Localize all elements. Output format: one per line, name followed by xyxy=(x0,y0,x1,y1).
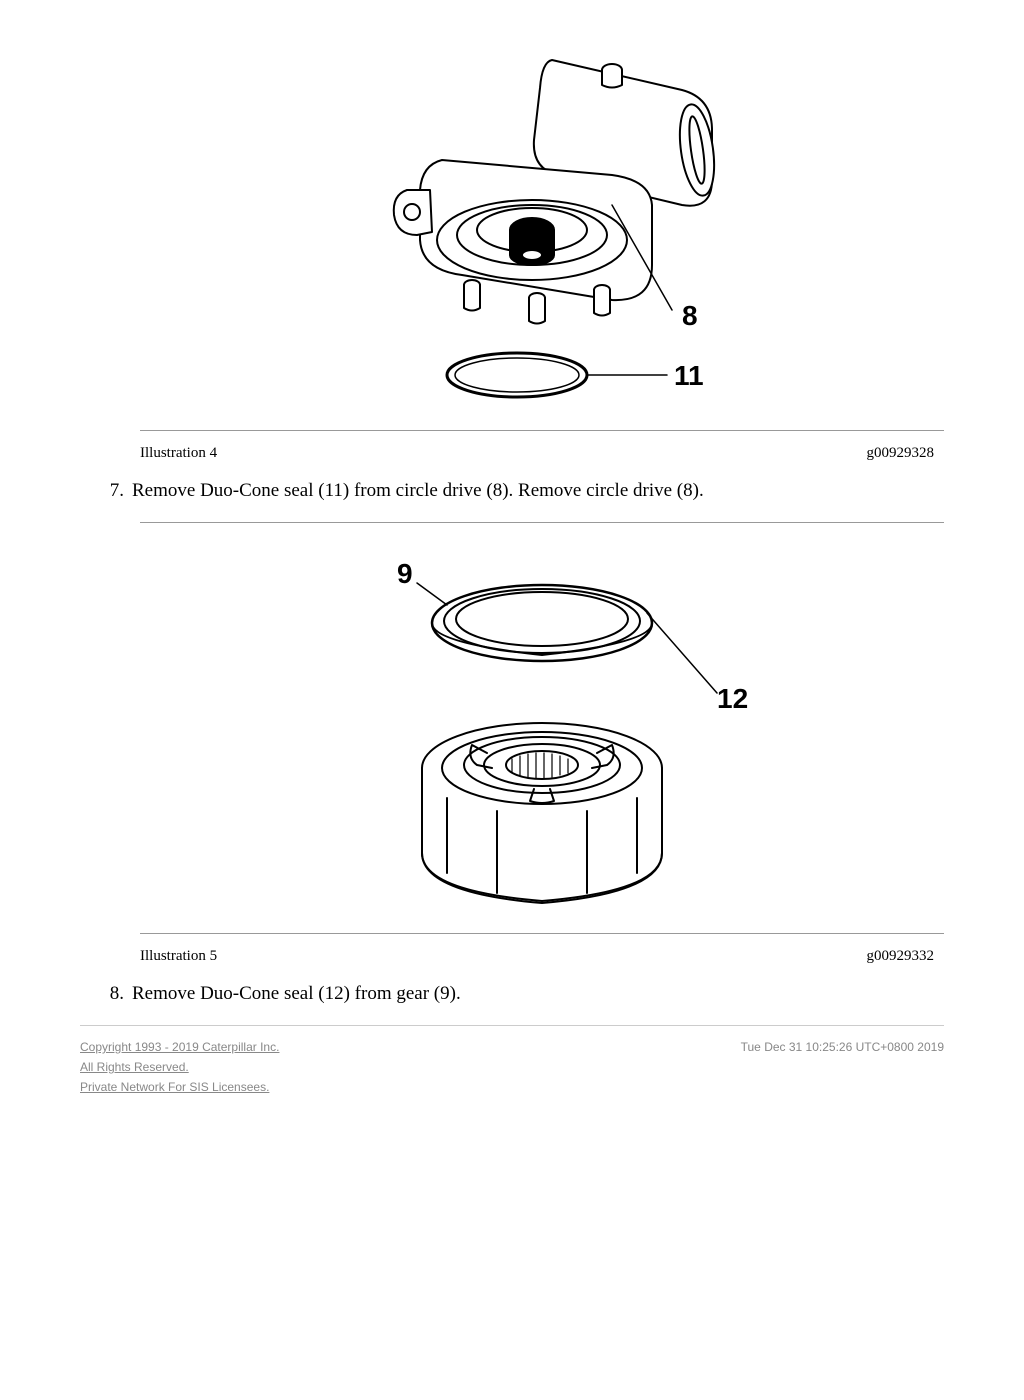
step-8-number: 8. xyxy=(80,983,132,1005)
callout-9: 9 xyxy=(397,558,413,589)
footer-divider xyxy=(80,1025,944,1026)
illustration-4-figure: 8 11 xyxy=(140,40,944,431)
illustration-4-caption: Illustration 4 g00929328 xyxy=(140,445,944,462)
rights-link[interactable]: All Rights Reserved. xyxy=(80,1060,189,1074)
page-footer: Copyright 1993 - 2019 Caterpillar Inc. A… xyxy=(80,1040,944,1100)
step-8-text: Remove Duo-Cone seal (12) from gear (9). xyxy=(132,983,944,1005)
step-7-text: Remove Duo-Cone seal (11) from circle dr… xyxy=(132,480,944,502)
callout-8: 8 xyxy=(682,300,698,331)
illustration-5-figure: 9 12 xyxy=(140,522,944,934)
step-8: 8. Remove Duo-Cone seal (12) from gear (… xyxy=(80,983,944,1005)
step-7-number: 7. xyxy=(80,480,132,502)
footer-timestamp: Tue Dec 31 10:25:26 UTC+0800 2019 xyxy=(741,1040,944,1100)
callout-11: 11 xyxy=(674,360,704,391)
footer-links: Copyright 1993 - 2019 Caterpillar Inc. A… xyxy=(80,1040,279,1100)
gear-diagram: 9 12 xyxy=(312,543,772,923)
illustration-4-code: g00929328 xyxy=(867,445,935,462)
circle-drive-diagram: 8 11 xyxy=(312,40,772,420)
callout-12: 12 xyxy=(717,683,748,714)
document-page: 8 11 Illustration 4 g00929328 7. Remove … xyxy=(80,40,944,1100)
step-7: 7. Remove Duo-Cone seal (11) from circle… xyxy=(80,480,944,502)
network-link[interactable]: Private Network For SIS Licensees. xyxy=(80,1080,269,1094)
illustration-5-caption: Illustration 5 g00929332 xyxy=(140,948,944,965)
copyright-link[interactable]: Copyright 1993 - 2019 Caterpillar Inc. xyxy=(80,1040,279,1054)
illustration-5-label: Illustration 5 xyxy=(140,948,217,965)
illustration-4-label: Illustration 4 xyxy=(140,445,217,462)
illustration-5-code: g00929332 xyxy=(867,948,935,965)
